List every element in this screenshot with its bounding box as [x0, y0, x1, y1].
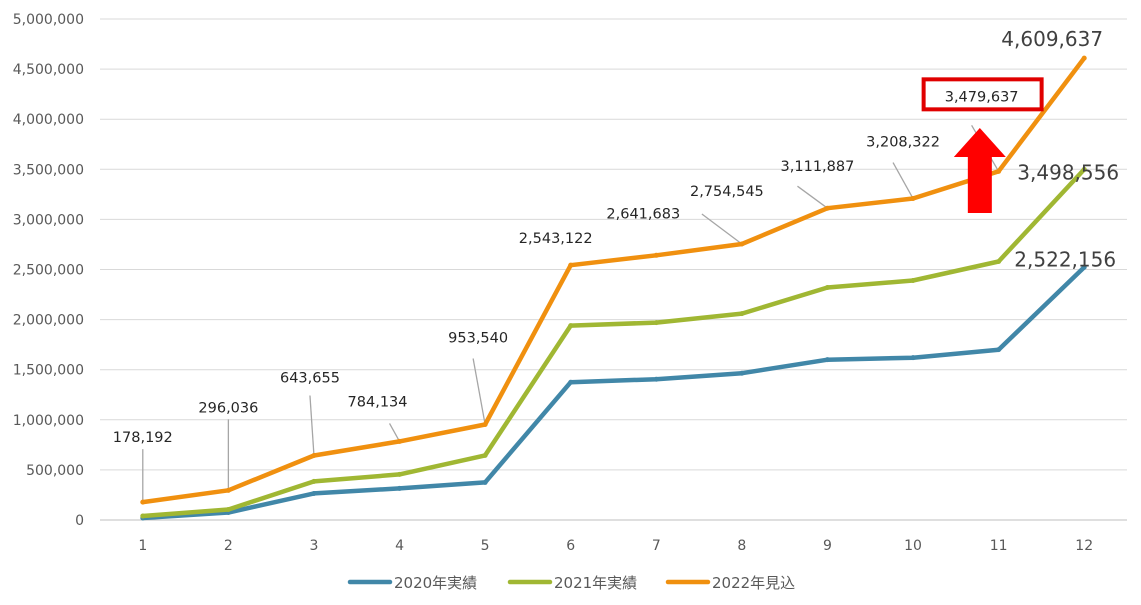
data-point [568, 379, 574, 385]
data-point [225, 487, 231, 493]
series-line-1 [140, 167, 1087, 519]
y-tick-label: 4,000,000 [13, 112, 84, 128]
leader-line [309, 395, 315, 456]
data-label: 2,754,545 [690, 184, 764, 200]
data-point [568, 323, 574, 329]
legend-label: 2021年実績 [554, 574, 637, 592]
y-tick-label: 3,500,000 [13, 162, 84, 178]
data-point [739, 311, 745, 317]
data-point [1081, 264, 1087, 270]
data-label: 178,192 [113, 430, 173, 446]
x-tick-label: 1 [138, 538, 147, 554]
data-label: 784,134 [348, 394, 408, 410]
data-label: 296,036 [198, 400, 258, 416]
data-point [482, 479, 488, 485]
highlight-box [921, 77, 1044, 112]
data-point [996, 258, 1002, 264]
data-label: 953,540 [448, 330, 508, 346]
legend-label: 2020年実績 [394, 574, 477, 592]
x-tick-label: 9 [823, 538, 832, 554]
data-point [910, 278, 916, 284]
series-line-2 [140, 55, 1087, 505]
data-point [311, 478, 317, 484]
annotations [921, 77, 1044, 213]
data-point [739, 370, 745, 376]
y-tick-label: 5,000,000 [13, 12, 84, 28]
leader-line [388, 423, 401, 442]
data-point [739, 241, 745, 247]
data-label: 2,522,156 [1014, 247, 1116, 271]
data-point [397, 438, 403, 444]
data-label: 3,498,556 [1017, 160, 1119, 184]
series-line-0 [140, 265, 1087, 521]
leader-line [797, 185, 828, 209]
data-label: 643,655 [280, 371, 340, 387]
data-point [996, 347, 1002, 353]
data-point [824, 205, 830, 211]
series-lines [140, 55, 1087, 521]
data-label: 3,111,887 [781, 159, 855, 175]
data-label: 2,543,122 [519, 231, 593, 247]
data-point [568, 262, 574, 268]
x-tick-label: 8 [737, 538, 746, 554]
y-tick-label: 1,500,000 [13, 363, 84, 379]
data-point [653, 252, 659, 258]
data-point [824, 357, 830, 363]
y-tick-label: 3,000,000 [13, 212, 84, 228]
data-point [653, 320, 659, 326]
x-tick-label: 2 [224, 538, 233, 554]
leader-line [472, 358, 486, 425]
x-tick-label: 10 [904, 538, 922, 554]
y-tick-label: 500,000 [26, 463, 84, 479]
data-label: 2,641,683 [606, 206, 680, 222]
data-point [1081, 55, 1087, 61]
data-point [653, 376, 659, 382]
data-point [225, 506, 231, 512]
data-point [824, 285, 830, 291]
legend: 2020年実績 2021年実績 2022年見込 [347, 574, 795, 592]
data-point [910, 196, 916, 202]
y-tick-label: 0 [75, 513, 84, 529]
x-tick-label: 4 [395, 538, 404, 554]
data-point [996, 168, 1002, 174]
data-point [397, 471, 403, 477]
data-point [1081, 166, 1087, 172]
data-point [311, 490, 317, 496]
data-point [140, 513, 146, 519]
legend-label: 2022年見込 [712, 574, 795, 592]
data-label: 3,479,637 [945, 89, 1019, 105]
data-point [482, 452, 488, 458]
x-tick-label: 12 [1075, 538, 1093, 554]
leader-line [701, 213, 743, 245]
x-tick-label: 11 [990, 538, 1008, 554]
x-axis-tick-labels: 1 2 3 4 5 6 7 8 9 10 11 12 [138, 538, 1093, 554]
y-tick-label: 2,000,000 [13, 313, 84, 329]
up-arrow-icon [953, 128, 1006, 213]
data-label: 3,208,322 [866, 135, 940, 151]
data-point [311, 453, 317, 459]
x-tick-label: 5 [481, 538, 490, 554]
data-point [910, 355, 916, 361]
x-tick-label: 3 [309, 538, 318, 554]
y-tick-label: 4,500,000 [13, 62, 84, 78]
leader-line [892, 162, 914, 199]
data-point [482, 421, 488, 427]
data-labels: 178,192 296,036 643,655 784,134 953,540 2,543… [113, 27, 1119, 446]
label-leader-lines [142, 125, 1000, 503]
y-axis-tick-labels: 0 500,000 1,000,000 1,500,000 2,000,000 2,500… [13, 12, 84, 529]
y-tick-label: 1,000,000 [13, 413, 84, 429]
x-tick-label: 7 [652, 538, 661, 554]
data-point [140, 499, 146, 505]
gridlines [100, 18, 1127, 521]
data-label: 4,609,637 [1001, 27, 1103, 51]
x-tick-label: 6 [566, 538, 575, 554]
data-point [397, 485, 403, 491]
y-tick-label: 2,500,000 [13, 263, 84, 279]
